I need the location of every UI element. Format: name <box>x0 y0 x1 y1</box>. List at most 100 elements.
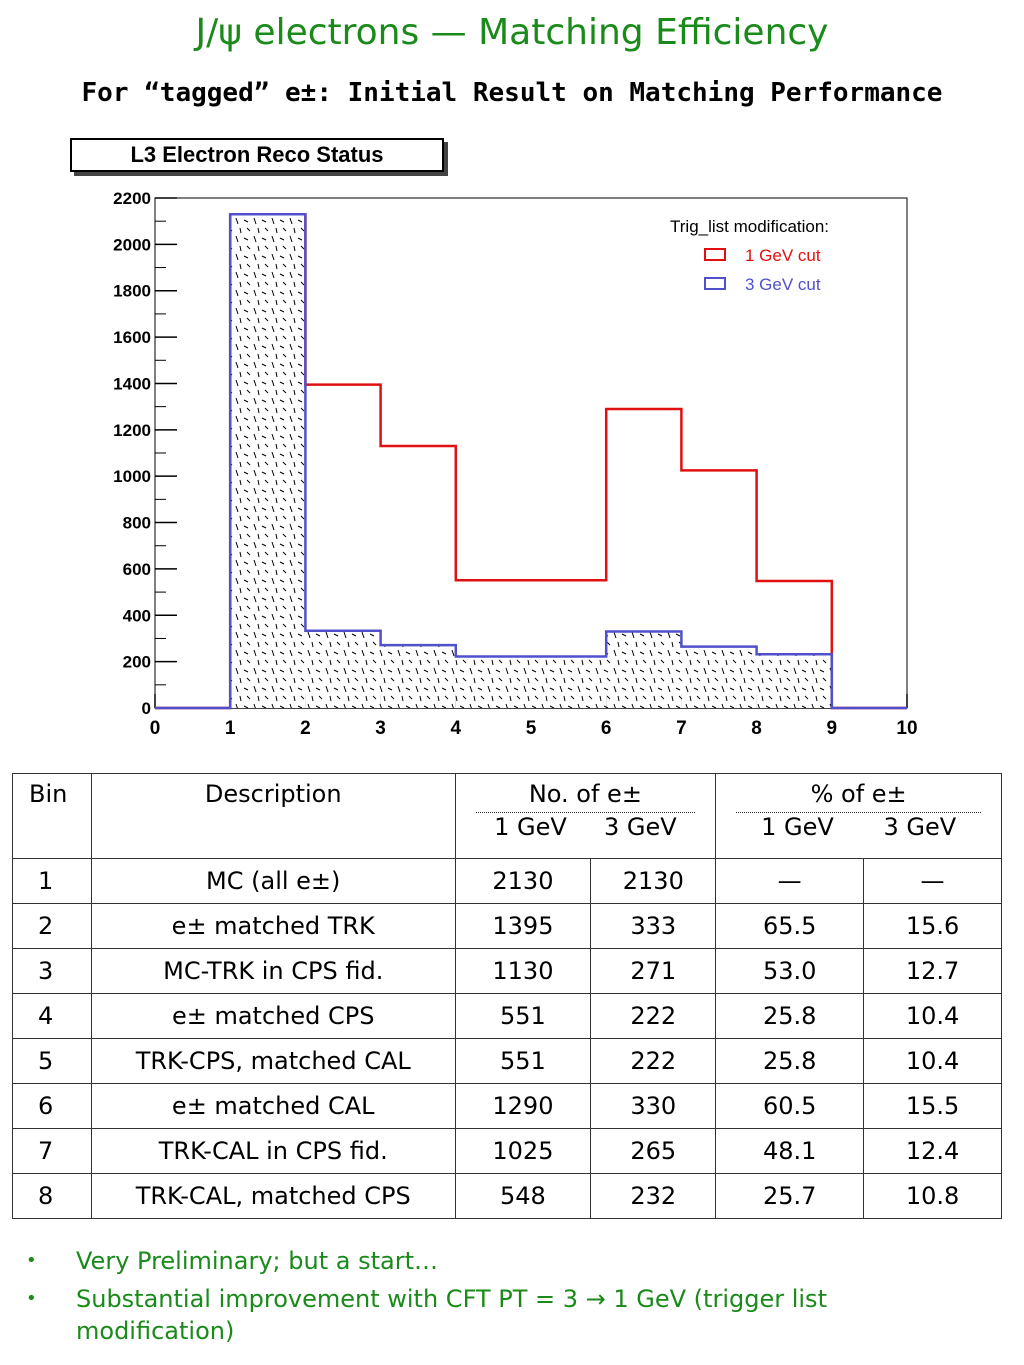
y-tick-label: 800 <box>123 514 151 533</box>
table-row: 8 TRK-CAL, matched CPS 548 232 25.7 10.8 <box>12 1173 1002 1219</box>
header-percent: % of e± <box>810 780 907 808</box>
row-bin: 6 <box>12 1083 92 1129</box>
bar-3gev-fill <box>455 656 531 708</box>
row-description: MC (all e±) <box>90 858 456 904</box>
x-tick-label: 8 <box>751 718 762 739</box>
bar-3gev-fill <box>681 646 757 708</box>
row-bin: 1 <box>12 858 92 904</box>
bar-3gev-fill <box>756 654 832 708</box>
row-count-3gev: 333 <box>590 903 717 949</box>
row-percent-3gev: 15.5 <box>863 1083 1002 1129</box>
x-tick-label: 0 <box>150 718 161 739</box>
table-row: 7 TRK-CAL in CPS fid. 1025 265 48.1 12.4 <box>12 1128 1002 1174</box>
y-tick-label: 1600 <box>113 328 151 347</box>
row-percent-3gev: 15.6 <box>863 903 1002 949</box>
row-percent-3gev: 12.4 <box>863 1128 1002 1174</box>
page-subtitle: For “tagged” e±: Initial Result on Match… <box>81 78 943 108</box>
header-count: No. of e± <box>528 780 642 808</box>
y-tick-label: 200 <box>123 653 151 672</box>
table-row: 4 e± matched CPS 551 222 25.8 10.4 <box>12 993 1002 1039</box>
row-count-1gev: 551 <box>454 1038 592 1084</box>
row-percent-1gev: 25.8 <box>715 993 865 1039</box>
row-percent-3gev: 12.7 <box>863 948 1002 994</box>
legend: Trig_list modification: 1 GeV cut 3 GeV … <box>670 217 829 294</box>
row-percent-1gev: 60.5 <box>715 1083 865 1129</box>
bullet-marker: • <box>26 1250 37 1271</box>
x-tick-label: 4 <box>451 718 462 739</box>
y-tick-label: 400 <box>123 606 151 625</box>
row-percent-1gev: 53.0 <box>715 948 865 994</box>
header-count-3gev: 3 GeV <box>603 813 677 841</box>
x-tick-label: 5 <box>526 718 537 739</box>
row-count-1gev: 1395 <box>454 903 592 949</box>
row-description: TRK-CAL, matched CPS <box>90 1173 456 1219</box>
row-description: e± matched TRK <box>90 903 456 949</box>
y-tick-label: 1400 <box>113 374 151 393</box>
row-count-1gev: 1130 <box>454 948 592 994</box>
header-count-cell: No. of e± 1 GeV 3 GeV <box>454 773 717 859</box>
row-count-1gev: 1290 <box>454 1083 592 1129</box>
row-count-3gev: 222 <box>590 993 717 1039</box>
y-tick-label: 0 <box>142 699 151 718</box>
legend-swatch-1gev <box>704 248 726 261</box>
bullet-text: Substantial improvement with CFT PT = 3 … <box>76 1285 827 1345</box>
row-bin: 2 <box>12 903 92 949</box>
results-table: Bin Description No. of e± 1 GeV 3 GeV % … <box>12 773 1002 1219</box>
row-percent-1gev: 65.5 <box>715 903 865 949</box>
row-description: TRK-CAL in CPS fid. <box>90 1128 456 1174</box>
row-percent-1gev: 25.7 <box>715 1173 865 1219</box>
table-row: 1 MC (all e±) 2130 2130— — <box>12 858 1002 904</box>
row-count-1gev: 548 <box>454 1173 592 1219</box>
table-row: 2 e± matched TRK 1395 333 65.5 15.6 <box>12 903 1002 949</box>
row-percent-1gev: 48.1 <box>715 1128 865 1174</box>
bullet-item: • Substantial improvement with CFT PT = … <box>26 1283 986 1347</box>
x-tick-label: 1 <box>225 718 236 739</box>
bar-3gev-fill <box>305 630 381 708</box>
y-tick-label: 600 <box>123 560 151 579</box>
y-tick-label: 2200 <box>113 189 151 208</box>
row-bin: 7 <box>12 1128 92 1174</box>
x-tick-label: 7 <box>676 718 687 739</box>
row-percent-3gev: — <box>863 858 1002 904</box>
row-count-3gev: 2130 <box>590 858 717 904</box>
x-tick-label: 3 <box>375 718 386 739</box>
table-header-row: Bin Description No. of e± 1 GeV 3 GeV % … <box>12 773 1002 859</box>
row-count-3gev: 330 <box>590 1083 717 1129</box>
header-percent-3gev: 3 GeV <box>883 813 957 841</box>
bullet-list: • Very Preliminary; but a start… • Subst… <box>26 1245 986 1353</box>
row-description: e± matched CPS <box>90 993 456 1039</box>
x-tick-label: 9 <box>827 718 838 739</box>
legend-label-1gev: 1 GeV cut <box>745 246 821 265</box>
row-count-3gev: 232 <box>590 1173 717 1219</box>
row-description: TRK-CPS, matched CAL <box>90 1038 456 1084</box>
row-bin: 4 <box>12 993 92 1039</box>
bar-3gev-fill <box>230 214 306 708</box>
row-percent-3gev: 10.4 <box>863 993 1002 1039</box>
header-percent-1gev: 1 GeV <box>761 813 834 841</box>
y-tick-label: 1200 <box>113 421 151 440</box>
header-bin: Bin <box>12 773 92 859</box>
x-tick-label: 2 <box>300 718 311 739</box>
row-count-3gev: 271 <box>590 948 717 994</box>
y-tick-label: 2000 <box>113 235 151 254</box>
row-count-3gev: 265 <box>590 1128 717 1174</box>
row-bin: 5 <box>12 1038 92 1084</box>
row-description: MC-TRK in CPS fid. <box>90 948 456 994</box>
legend-swatch-3gev <box>704 277 726 290</box>
row-description: e± matched CAL <box>90 1083 456 1129</box>
header-percent-cell: % of e± 1 GeV 3 GeV <box>715 773 1002 859</box>
chart-title: L3 Electron Reco Status <box>70 138 444 172</box>
row-count-3gev: 222 <box>590 1038 717 1084</box>
histogram-chart: 0 200 400 600 800 1000 1200 1400 1600 1800 2000 220… <box>113 189 917 739</box>
bullet-text: Very Preliminary; but a start… <box>76 1247 438 1275</box>
row-percent-1gev: 25.8 <box>715 1038 865 1084</box>
y-tick-label: 1800 <box>113 282 151 301</box>
row-bin: 3 <box>12 948 92 994</box>
row-percent-1gev: — <box>715 858 865 904</box>
row-count-1gev: 551 <box>454 993 592 1039</box>
x-tick-label: 6 <box>601 718 612 739</box>
table-row: 3 MC-TRK in CPS fid. 1130 271 53.0 12.7 <box>12 948 1002 994</box>
page-title: J/ψ electrons — Matching Efficiency <box>195 12 829 53</box>
bar-3gev-fill <box>380 645 456 708</box>
bullet-item: • Very Preliminary; but a start… <box>26 1245 986 1277</box>
